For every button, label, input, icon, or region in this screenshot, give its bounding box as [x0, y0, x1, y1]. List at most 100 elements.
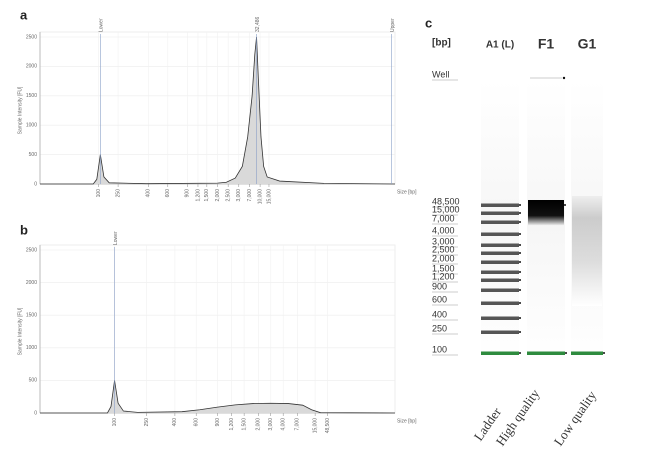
x-tick-label: 400	[172, 418, 178, 427]
size-label: 7,000	[432, 213, 455, 223]
x-tick-label: 2,000	[256, 418, 262, 431]
x-tick-label: 7,000	[247, 189, 253, 202]
ladder-band	[481, 211, 519, 215]
x-tick-label: 1,500	[241, 418, 247, 431]
x-tick-label: 250	[115, 189, 121, 198]
size-label: 4,000	[432, 225, 455, 235]
x-tick-label: 48,500	[325, 418, 331, 434]
lane-header: A1 (L)	[486, 40, 514, 51]
x-tick-label: 4,000	[281, 418, 287, 431]
x-tick-label: 15,000	[312, 418, 318, 434]
x-tick-label: 15,000	[266, 189, 272, 205]
marker-label: Lower	[99, 18, 105, 32]
dot	[519, 244, 521, 246]
ladder-band	[481, 260, 519, 264]
dot	[519, 204, 521, 206]
dot	[519, 221, 521, 223]
ladder-band	[481, 232, 519, 236]
ladder-band	[481, 288, 519, 292]
size-label: 3,000	[432, 236, 455, 246]
panel-label: b	[20, 222, 28, 237]
x-tick-label: 2,000	[215, 189, 221, 202]
dot	[519, 212, 521, 214]
ladder-band	[481, 270, 519, 274]
marker-label: Upper	[390, 18, 396, 32]
dot	[519, 261, 521, 263]
ladder-band	[481, 330, 519, 334]
x-tick-label: 3,000	[236, 189, 242, 202]
trace-line	[40, 380, 396, 414]
x-tick-label: 100	[112, 418, 118, 427]
ladder-band	[481, 203, 519, 207]
y-tick-label: 1500	[26, 313, 37, 319]
marker-band	[527, 351, 565, 355]
ladder-band	[481, 316, 519, 320]
lane-header: F1	[538, 36, 555, 52]
y-tick-label: 500	[29, 378, 38, 384]
ladder-band	[481, 251, 519, 255]
dot	[519, 331, 521, 333]
dot	[519, 289, 521, 291]
ladder-band	[481, 278, 519, 282]
ladder-band	[481, 301, 519, 305]
x-axis-label: Size [bp]	[397, 189, 417, 195]
x-tick-label: 100	[96, 189, 102, 198]
y-tick-label: 2000	[26, 64, 37, 70]
ladder-band	[481, 243, 519, 247]
x-tick-label: 600	[194, 418, 200, 427]
x-tick-label: 250	[144, 418, 150, 427]
x-tick-label: 3,000	[268, 418, 274, 431]
size-label: Well	[432, 69, 449, 79]
size-label: 1,200	[432, 271, 455, 281]
size-label: 100	[432, 344, 447, 354]
marker-band	[571, 351, 603, 355]
y-tick-label: 2500	[26, 34, 37, 40]
panel-label: c	[425, 15, 432, 30]
y-axis-label: Sample Intensity [FU]	[17, 307, 23, 355]
y-axis-label: Sample Intensity [FU]	[17, 86, 23, 134]
ladder-band	[481, 351, 519, 355]
size-label: 15,000	[432, 204, 460, 214]
dot	[519, 352, 521, 354]
y-tick-label: 0	[34, 181, 37, 187]
marker-label: Lower	[113, 231, 119, 245]
ladder-band	[481, 220, 519, 224]
dot	[564, 204, 566, 206]
dot	[519, 302, 521, 304]
dot	[519, 252, 521, 254]
dot	[519, 279, 521, 281]
size-label: 1,500	[432, 263, 455, 273]
size-label: 2,000	[432, 253, 455, 263]
x-tick-label: 600	[165, 189, 171, 198]
x-tick-label: 900	[185, 189, 191, 198]
size-label: 600	[432, 294, 447, 304]
dot	[519, 271, 521, 273]
x-tick-label: 1,200	[195, 189, 201, 202]
y-tick-label: 1000	[26, 123, 37, 129]
y-tick-label: 1000	[26, 345, 37, 351]
size-label: 48,500	[432, 196, 460, 206]
x-tick-label: 400	[146, 189, 152, 198]
dot	[603, 352, 605, 354]
dot	[562, 76, 566, 80]
y-tick-label: 0	[34, 410, 37, 416]
size-label: 400	[432, 309, 447, 319]
sample-smear	[528, 200, 564, 226]
panel-label: a	[20, 7, 28, 22]
trace-line	[40, 36, 396, 185]
dot	[565, 352, 567, 354]
y-tick-label: 1500	[26, 93, 37, 99]
lane-header: G1	[578, 36, 597, 52]
y-tick-label: 2000	[26, 280, 37, 286]
dot	[519, 317, 521, 319]
unit-label: [bp]	[432, 38, 451, 49]
marker-label: 32,486	[255, 16, 261, 32]
y-tick-label: 2500	[26, 247, 37, 253]
sample-smear	[572, 196, 602, 306]
x-tick-label: 7,000	[295, 418, 301, 431]
x-tick-label: 1,200	[229, 418, 235, 431]
x-tick-label: 900	[215, 418, 221, 427]
x-tick-label: 1,500	[204, 189, 210, 202]
size-label: 900	[432, 281, 447, 291]
